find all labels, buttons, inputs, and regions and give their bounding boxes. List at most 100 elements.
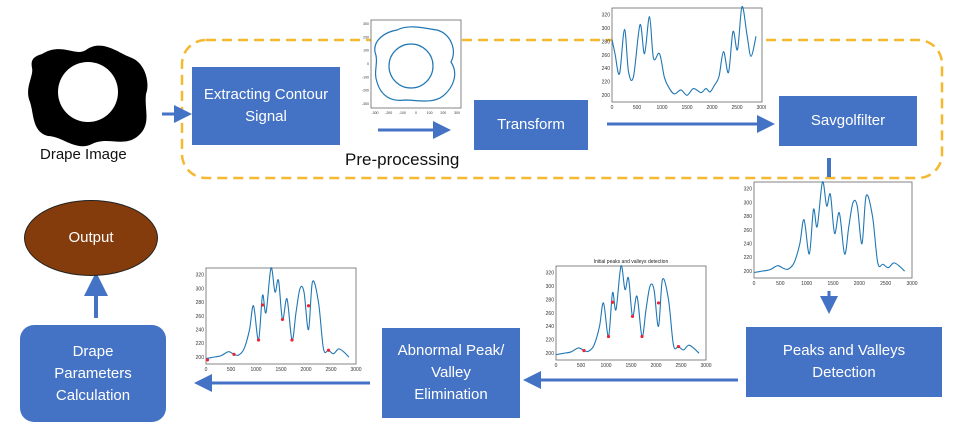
peaks_final-y-tick-label: 240 <box>196 328 205 334</box>
contour-y-tick-label: 300 <box>363 22 369 26</box>
smoothed-y-tick-label: 300 <box>744 200 753 206</box>
smoothed-x-tick-label: 1500 <box>827 281 838 287</box>
peaks_initial-series-line <box>555 265 700 356</box>
peaks_final-y-tick-label: 300 <box>196 286 205 292</box>
peaks_final-y-tick-label: 200 <box>196 355 205 361</box>
contour-x-ticks: -300 -200 -100 0 100 200 300 <box>371 111 459 115</box>
peaks_initial-y-tick-label: 300 <box>546 284 555 290</box>
transform-x-tick-label: 0 <box>611 105 614 111</box>
contour-x-tick-label: 100 <box>427 111 433 115</box>
peaks-final-plot: 0 500 1000 1500 2000 2500 3000 200 220 240 260 280 3… <box>196 267 362 373</box>
abnormal-label: Abnormal Peak/ Valley Elimination <box>397 342 505 403</box>
contour-x-tick-label: -100 <box>399 111 406 115</box>
smoothed-frame <box>753 181 913 279</box>
smoothed-y-tick-label: 220 <box>744 255 753 261</box>
peaks_final-x-tick-label: 3000 <box>350 367 361 373</box>
peaks_final-series-line <box>205 267 350 360</box>
smoothed-x-tick-label: 2500 <box>880 281 891 287</box>
transform-x-tick-label: 2500 <box>731 105 742 111</box>
peaks_final-marker-point <box>306 304 311 308</box>
peaks_initial-y-tick-label: 200 <box>546 351 555 357</box>
drape-image-icon <box>28 45 148 147</box>
peaks_initial-marker-point <box>640 334 644 339</box>
contour-x-tick-label: 200 <box>440 111 446 115</box>
smoothed-y-tick-label: 320 <box>744 187 753 193</box>
peaks_final-x-tick-label: 1000 <box>250 367 261 373</box>
contour-signal-line <box>374 26 456 102</box>
contour-y-tick-label: -200 <box>362 89 369 93</box>
transform-y-tick-label: 260 <box>602 53 611 59</box>
peaks_initial-y-tick-label: 260 <box>546 311 555 317</box>
peaks_initial-x-tick-label: 3000 <box>700 363 711 369</box>
smoothed-x-tick-label: 2000 <box>854 281 865 287</box>
peaks_initial-title: Initial peaks and valleys detection <box>594 259 669 265</box>
peaks_final-marker-point <box>232 352 236 356</box>
peaks_final-y-tick-label: 320 <box>196 273 205 279</box>
peaks_initial-x-tick-label: 2500 <box>675 363 686 369</box>
smoothed-y-tick-label: 200 <box>744 269 753 275</box>
peaks-initial-plot: Initial peaks and valleys detection 0 500 1… <box>546 259 712 369</box>
smoothed-series-line <box>753 181 906 274</box>
drape-params-box: Drape Parameters Calculation <box>20 325 166 422</box>
output-label: Output <box>68 229 114 246</box>
output-ellipse: Output <box>24 200 158 276</box>
transform-y-tick-label: 240 <box>602 66 611 72</box>
transform-y-tick-label: 280 <box>602 39 611 45</box>
peaks_final-y-tick-label: 260 <box>196 314 205 320</box>
peaks_initial-marker-point <box>676 344 681 349</box>
smoothed-x-tick-label: 500 <box>776 281 785 287</box>
peaks-valleys-label: Peaks and Valleys Detection <box>782 342 906 381</box>
peaks_final-marker-point <box>205 358 210 362</box>
smoothed-x-tick-label: 0 <box>753 281 756 287</box>
peaks_final-x-tick-label: 2000 <box>300 367 311 373</box>
peaks_final-marker-point <box>290 338 294 342</box>
peaks_initial-y-tick-label: 320 <box>546 271 555 277</box>
contour-y-tick-label: 200 <box>363 35 369 39</box>
contour-y-tick-label: 100 <box>363 49 369 53</box>
peaks_initial-y-tick-label: 220 <box>546 338 555 344</box>
smoothed-y-tick-label: 280 <box>744 214 753 220</box>
drape-image-label: Drape Image <box>40 146 127 163</box>
peaks_initial-x-tick-label: 1000 <box>600 363 611 369</box>
transform-y-tick-label: 220 <box>602 80 611 86</box>
contour-x-tick-label: 0 <box>415 111 417 115</box>
smoothed-y-tick-label: 260 <box>744 228 753 234</box>
peaks_final-marker-point <box>280 317 285 322</box>
peaks_final-x-tick-label: 500 <box>227 367 236 373</box>
peaks_initial-frame <box>555 265 707 361</box>
peaks_initial-marker-point <box>606 334 611 339</box>
contour-x-tick-label: -200 <box>385 111 392 115</box>
contour-inner-circle <box>388 43 434 89</box>
transform-x-tick-label: 1500 <box>681 105 692 111</box>
preprocessing-label: Pre-processing <box>345 150 460 169</box>
transform-x-tick-label: 3000 <box>756 105 766 111</box>
contour-x-tick-label: 300 <box>454 111 460 115</box>
peaks_final-y-tick-label: 220 <box>196 341 205 347</box>
extracting-contour-box: Extracting Contour Signal <box>192 67 340 145</box>
transform-box: Transform <box>474 100 588 150</box>
smoothed-plot: 0 500 1000 1500 2000 2500 3000 200 220 240 260 280 3… <box>744 181 918 287</box>
peaks_final-x-tick-label: 2500 <box>325 367 336 373</box>
peaks_initial-marker-point <box>610 300 615 304</box>
extracting-contour-label: Extracting Contour Signal <box>203 86 329 125</box>
smoothed-x-tick-label: 1000 <box>801 281 812 287</box>
contour-plot: -300 -200 -100 0 100 200 300 300 200 100 0 -100 -20… <box>362 19 462 115</box>
peaks_initial-marker-point <box>582 349 586 353</box>
transform-x-tick-label: 500 <box>633 105 642 111</box>
peaks_initial-x-tick-label: 2000 <box>650 363 661 369</box>
contour-y-tick-label: 0 <box>367 62 369 66</box>
transform-y-tick-label: 200 <box>602 93 611 99</box>
peaks_initial-y-tick-label: 280 <box>546 297 555 303</box>
peaks-valleys-box: Peaks and Valleys Detection <box>746 327 942 397</box>
peaks_initial-y-tick-label: 240 <box>546 324 555 330</box>
peaks_initial-marker-point <box>630 314 635 318</box>
transform-series-line <box>611 6 757 96</box>
peaks_initial-x-tick-label: 0 <box>555 363 558 369</box>
transform-x-tick-label: 1000 <box>656 105 667 111</box>
contour-y-tick-label: -300 <box>362 102 369 106</box>
drape-params-label: Drape Parameters Calculation <box>54 342 132 404</box>
savgol-box: Savgolfilter <box>779 96 917 146</box>
peaks_final-frame <box>205 267 357 365</box>
peaks_final-marker-point <box>326 348 331 352</box>
